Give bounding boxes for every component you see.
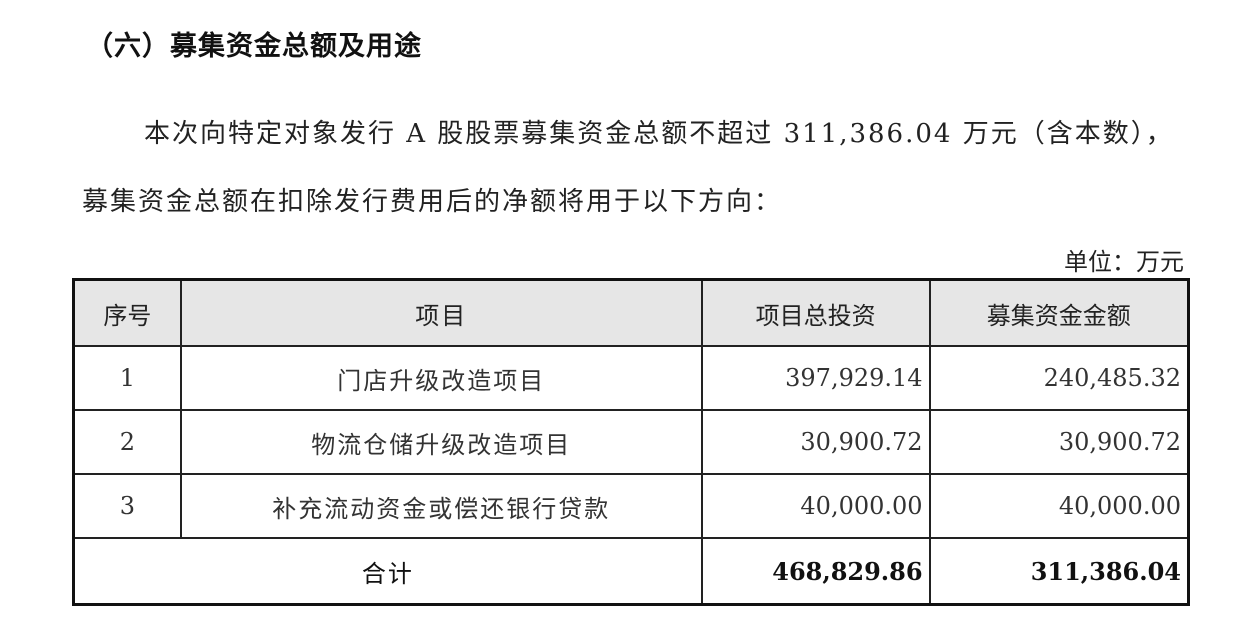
unit-label: 单位：万元 [1064,248,1184,276]
cell-no: 2 [72,409,182,475]
cell-no: 3 [72,473,182,539]
section-heading: （六）募集资金总额及用途 [86,31,422,62]
total-label: 合计 [72,537,703,606]
cell-project: 补充流动资金或偿还银行贷款 [179,473,703,539]
header-total-investment: 项目总投资 [700,278,931,347]
header-raised-amount: 募集资金金额 [928,278,1190,347]
header-project: 项目 [179,278,703,347]
body-paragraph: 本次向特定对象发行 A 股股票募集资金总额不超过 311,386.04 万元（含… [82,119,1174,217]
header-no: 序号 [72,278,182,347]
cell-raised: 30,900.72 [928,409,1190,475]
total-raised: 311,386.04 [928,537,1190,606]
cell-project: 物流仓储升级改造项目 [179,409,703,475]
table-row: 2 物流仓储升级改造项目 30,900.72 30,900.72 [72,409,1190,475]
cell-raised: 40,000.00 [928,473,1190,539]
cell-total: 30,900.72 [700,409,931,475]
cell-no: 1 [72,345,182,411]
table-row: 1 门店升级改造项目 397,929.14 240,485.32 [72,345,1190,411]
cell-total: 397,929.14 [700,345,931,411]
table-total-row: 合计 468,829.86 311,386.04 [72,537,1190,606]
total-investment: 468,829.86 [700,537,931,606]
table-row: 3 补充流动资金或偿还银行贷款 40,000.00 40,000.00 [72,473,1190,539]
cell-project: 门店升级改造项目 [179,345,703,411]
cell-raised: 240,485.32 [928,345,1190,411]
fund-usage-table: 序号 项目 项目总投资 募集资金金额 1 门店升级改造项目 397,929.14… [72,278,1190,606]
cell-total: 40,000.00 [700,473,931,539]
table-header-row: 序号 项目 项目总投资 募集资金金额 [72,278,1190,347]
